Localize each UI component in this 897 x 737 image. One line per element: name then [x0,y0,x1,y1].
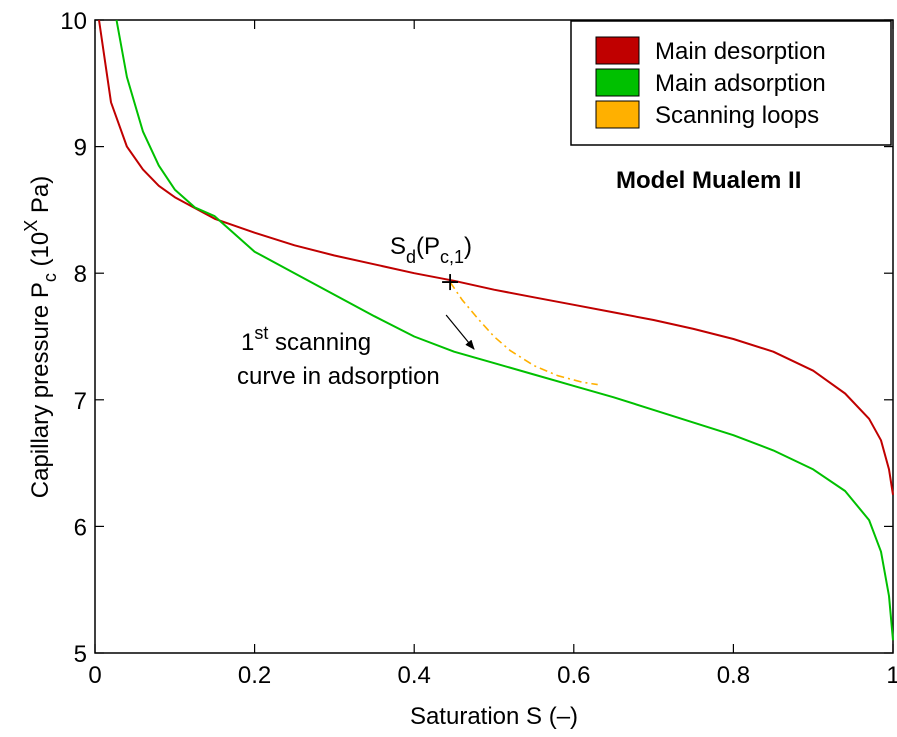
legend-label-scanning: Scanning loops [655,102,819,129]
scanning-label-num: 1 [241,329,254,356]
y-tick-label: 10 [60,8,87,35]
legend-label-desorption: Main desorption [655,38,826,65]
marker-label-tail: ) [464,233,472,260]
x-tick-label: 0.4 [398,662,431,689]
y-axis-label: Capillary pressure Pc (10X Pa) [21,176,60,498]
scanning-label-line2: curve in adsorption [237,363,440,390]
legend-label-adsorption: Main adsorption [655,70,826,97]
y-tick-label: 8 [74,261,87,288]
x-tick-label: 1 [886,662,897,689]
y-axis-label-mid: (10 [27,232,54,273]
y-axis-label-tail: Pa) [27,176,54,220]
y-axis-label-sub: c [40,273,60,282]
legend-swatch-desorption [596,37,639,64]
scanning-label-sup: st [254,323,268,343]
x-axis-label: Saturation S (–) [410,703,578,730]
legend: Main desorption Main adsorption Scanning… [571,21,891,145]
x-tick-label: 0 [88,662,101,689]
y-axis-label-main: Capillary pressure P [27,282,54,498]
y-tick-label: 7 [74,388,87,415]
y-axis-label-sup: X [21,220,41,232]
x-tick-label: 0.6 [557,662,590,689]
legend-swatch-scanning [596,101,639,128]
y-tick-label: 9 [74,135,87,162]
scanning-label-tail: scanning [268,329,371,356]
x-tick-label: 0.8 [717,662,750,689]
legend-swatch-adsorption [596,69,639,96]
model-label: Model Mualem II [616,167,801,194]
marker-label-sub1: d [406,247,416,267]
y-tick-label: 6 [74,514,87,541]
marker-label-sub2: c,1 [440,247,464,267]
y-tick-label: 5 [74,641,87,668]
marker-label-mid: (P [416,233,440,260]
x-tick-label: 0.2 [238,662,271,689]
marker-label-main: S [390,233,406,260]
